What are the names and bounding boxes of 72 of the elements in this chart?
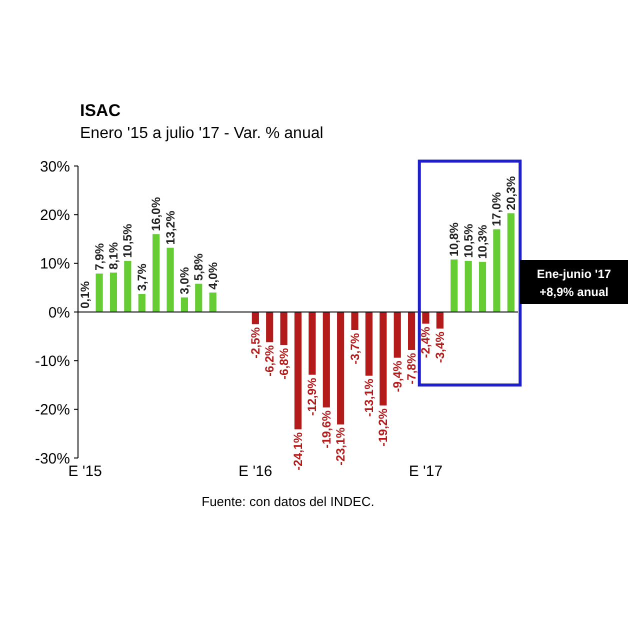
x-tick-label: E '17 xyxy=(408,463,443,480)
data-label: -2,4% xyxy=(418,326,433,358)
data-label: 4,0% xyxy=(206,262,220,290)
chart-subtitle: Enero '15 a julio '17 - Var. % anual xyxy=(80,125,324,142)
bar xyxy=(138,294,146,312)
data-label: 10,8% xyxy=(447,222,462,256)
bar xyxy=(294,312,302,430)
data-label: -6,8% xyxy=(276,348,291,380)
y-tick-label: 20% xyxy=(40,206,70,224)
bar xyxy=(478,262,486,312)
bar xyxy=(408,312,416,350)
data-label: -6,2% xyxy=(262,344,277,377)
data-label: -7,8% xyxy=(404,352,419,384)
bar xyxy=(280,312,288,346)
chart-title: ISAC xyxy=(80,101,121,120)
data-label: 20,3% xyxy=(504,176,518,210)
bar xyxy=(252,312,259,324)
data-label: -19,6% xyxy=(319,410,334,448)
bar xyxy=(195,284,202,312)
data-label: -3,7% xyxy=(348,332,362,364)
data-label: 3,0% xyxy=(177,266,192,294)
text: Ene-junio '17 xyxy=(536,267,612,281)
bar xyxy=(110,272,118,312)
bar xyxy=(422,312,430,324)
data-label: 13,2% xyxy=(163,210,178,245)
data-label: 8,1% xyxy=(106,242,120,270)
y-tick-label: 0% xyxy=(48,304,70,322)
bar xyxy=(394,312,401,358)
y-tick-label: 10% xyxy=(40,256,70,273)
data-label: -24,1% xyxy=(291,432,305,470)
source-note: Fuente: con datos del INDEC. xyxy=(202,494,374,509)
bar xyxy=(337,312,344,424)
data-label: 17,0% xyxy=(490,192,504,226)
bar xyxy=(322,312,330,408)
bar xyxy=(365,312,373,376)
bar xyxy=(351,312,358,330)
data-label: -23,1% xyxy=(334,427,348,466)
bar xyxy=(166,248,174,312)
bar xyxy=(464,260,472,312)
data-label: -19,2% xyxy=(376,408,390,446)
data-label: -9,4% xyxy=(390,360,404,392)
x-tick-label: E '16 xyxy=(238,463,272,480)
data-label: 10,5% xyxy=(120,224,135,258)
y-tick-label: 30% xyxy=(40,158,70,176)
data-label: -2,5% xyxy=(248,326,262,359)
bar xyxy=(436,312,444,329)
data-label: 7,9% xyxy=(92,242,106,271)
data-label: 5,8% xyxy=(192,253,206,281)
y-tick-label: -20% xyxy=(34,402,70,419)
bar xyxy=(152,234,160,312)
data-label: -3,4% xyxy=(432,331,447,363)
data-label: 16,0% xyxy=(149,196,164,232)
y-tick-label: -30% xyxy=(34,450,70,468)
data-label: 3,7% xyxy=(134,263,149,291)
bar xyxy=(266,312,274,342)
bar xyxy=(124,260,132,312)
bar xyxy=(96,274,103,312)
bar xyxy=(493,229,500,312)
y-tick-label: -10% xyxy=(34,352,70,370)
bar xyxy=(450,259,458,312)
text: +8,9% anual xyxy=(539,285,609,299)
bar xyxy=(380,312,387,406)
data-label: 10,3% xyxy=(476,224,490,259)
bar xyxy=(507,213,514,312)
x-tick-label: E '15 xyxy=(68,463,102,480)
data-label: 10,5% xyxy=(461,224,476,258)
bar xyxy=(180,297,188,312)
data-label: -13,1% xyxy=(362,378,376,417)
data-label: -12,9% xyxy=(305,377,320,416)
data-label: 0,1% xyxy=(78,280,92,309)
bar xyxy=(209,292,216,312)
bar xyxy=(308,312,316,375)
